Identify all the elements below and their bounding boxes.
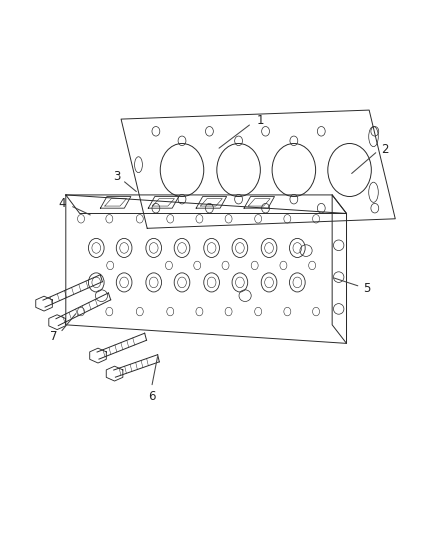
Text: 2: 2 bbox=[381, 143, 388, 156]
Text: 4: 4 bbox=[59, 197, 66, 211]
Text: 7: 7 bbox=[50, 330, 57, 343]
Text: 1: 1 bbox=[257, 114, 264, 127]
Text: 3: 3 bbox=[113, 170, 120, 183]
Text: 5: 5 bbox=[363, 282, 371, 295]
Text: 6: 6 bbox=[148, 390, 155, 403]
